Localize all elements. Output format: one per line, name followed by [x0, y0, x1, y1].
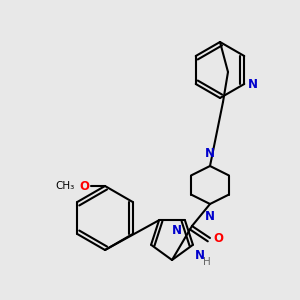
Text: N: N: [248, 77, 258, 91]
Text: H: H: [203, 257, 211, 267]
Text: N: N: [205, 147, 215, 160]
Text: N: N: [172, 224, 182, 237]
Text: N: N: [195, 249, 205, 262]
Text: O: O: [79, 179, 89, 193]
Text: CH₃: CH₃: [56, 181, 75, 191]
Text: O: O: [213, 232, 223, 244]
Text: N: N: [205, 210, 215, 223]
